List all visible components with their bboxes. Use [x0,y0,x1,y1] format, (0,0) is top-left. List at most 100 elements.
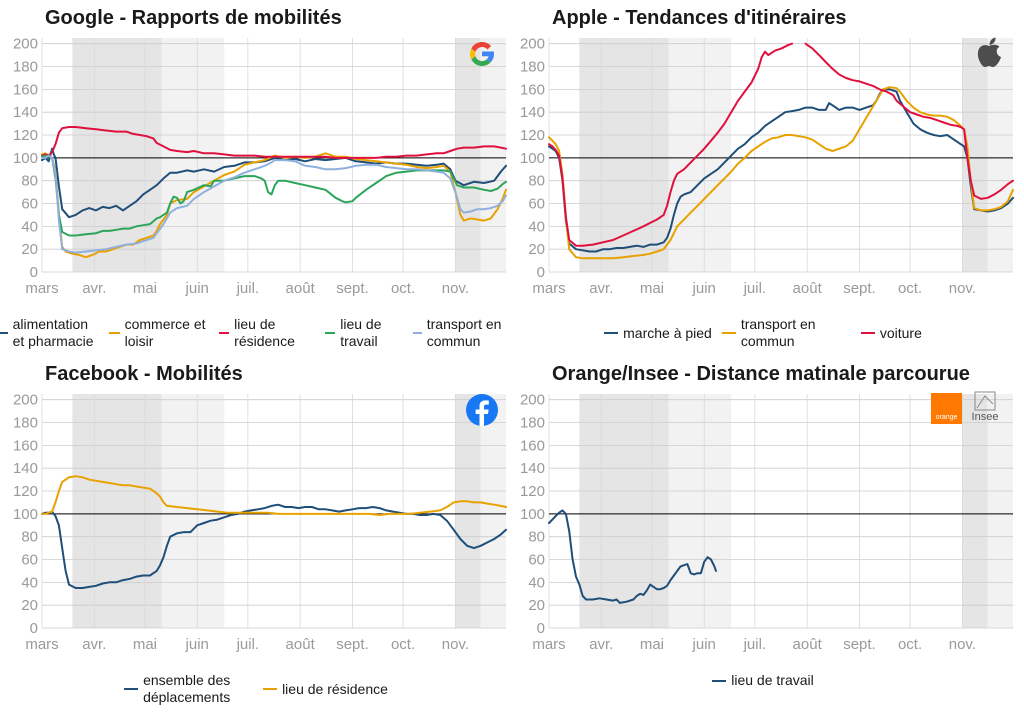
series-line [548,86,1014,260]
orange-insee-panel: 0 20 40 60 80 100 120 140 160 180 200 mars avr. mai ju… [507,356,1019,712]
y-tick-label: 200 [13,36,38,53]
y-tick-label: 140 [520,460,545,477]
legend-item: lieu de travail [712,672,814,689]
x-tick-label: oct. [391,280,415,297]
x-tick-label: oct. [898,280,922,297]
y-tick-label: 100 [13,506,38,523]
orange-logo: orange [931,393,962,424]
y-tick-label: 180 [520,415,545,432]
x-tick-label: avr. [82,636,106,653]
y-tick-label: 0 [537,620,545,637]
insee-logo-icon [974,391,996,411]
y-tick-label: 80 [21,529,38,546]
y-tick-label: 40 [528,574,545,591]
x-tick-label: mai [640,280,664,297]
google-chart-title: Google - Rapports de mobilités [45,7,342,29]
legend-label: alimentation et pharmacie [12,316,94,349]
facebook-logo-icon [466,394,498,426]
x-tick-label: oct. [391,636,415,653]
y-tick-label: 140 [13,460,38,477]
y-tick-label: 140 [520,104,545,121]
legend-key [124,688,139,690]
y-tick-label: 0 [30,264,38,281]
shaded-period [579,394,669,628]
y-tick-label: 0 [30,620,38,637]
legend-key [263,688,278,690]
shaded-period [480,394,506,628]
shaded-period [987,38,1013,272]
facebook-chart-title: Facebook - Mobilités [45,363,243,385]
x-tick-label: juil. [236,280,260,297]
y-tick-label: 100 [520,506,545,523]
legend-item: lieu de travail [324,316,403,350]
x-tick-label: nov. [442,280,469,297]
google-panel: 0 20 40 60 80 100 120 140 160 180 200 mars avr. mai ju… [0,0,512,356]
series-line [548,509,717,604]
x-tick-label: sept. [843,280,876,297]
series-line [548,88,1014,253]
shaded-period [668,394,732,628]
y-tick-label: 60 [528,552,545,569]
y-tick-label: 160 [13,437,38,454]
legend-label: marche à pied [623,324,712,341]
apple-legend: marche à pied transport en commun voiture [507,316,1019,350]
series-line [41,154,507,254]
x-tick-label: août [286,280,316,297]
legend-item: commerce et loisir [109,316,208,350]
facebook-legend: ensemble des déplacements lieu de résiden… [0,672,512,706]
y-tick-label: 180 [13,59,38,76]
x-tick-label: juin [185,636,209,653]
y-tick-label: 20 [21,597,38,614]
legend-item: lieu de résidence [263,681,388,698]
legend-label: lieu de résidence [282,680,388,697]
x-tick-label: juil. [236,636,260,653]
legend-label: lieu de résidence [234,316,295,349]
y-tick-label: 40 [528,218,545,235]
shaded-period [987,394,1013,628]
shaded-period [962,394,988,628]
x-tick-label: avr. [589,280,613,297]
legend-label: transport en commun [740,316,816,349]
legend-key [604,332,619,334]
y-tick-label: 160 [13,81,38,98]
x-tick-label: mai [640,636,664,653]
y-tick-label: 160 [520,437,545,454]
legend-item: ensemble des déplacements [124,672,253,706]
legend-label: transport en commun [426,316,502,349]
y-tick-label: 120 [520,127,545,144]
y-tick-label: 200 [13,392,38,409]
facebook-chart: 0 20 40 60 80 100 120 140 160 180 200 mars avr. mai ju… [13,392,507,653]
apple-panel: 0 20 40 60 80 100 120 140 160 180 200 mars avr. mai ju… [507,0,1019,356]
apple-logo-icon [977,37,1001,67]
legend-item: lieu de résidence [218,316,315,350]
google-logo-icon [470,41,495,67]
legend-key [218,332,230,334]
insee-logo-text: Insee [971,411,999,423]
y-tick-label: 120 [520,483,545,500]
x-tick-label: mars [532,636,565,653]
x-tick-label: août [793,636,823,653]
legend-label: ensemble des déplacements [143,672,231,705]
y-tick-label: 200 [520,392,545,409]
y-tick-label: 40 [21,574,38,591]
series-line [41,152,507,259]
x-tick-label: mars [532,280,565,297]
orange-insee-chart: 0 20 40 60 80 100 120 140 160 180 200 mars avr. mai ju… [520,392,1013,653]
google-legend: alimentation et pharmacie commerce et loi… [0,316,512,350]
shaded-period [455,38,481,272]
orange-insee-chart-title: Orange/Insee - Distance matinale parcour… [552,363,970,385]
shaded-period [72,38,162,272]
y-tick-label: 160 [520,81,545,98]
orange-insee-legend: lieu de travail [507,672,1019,689]
y-tick-label: 80 [21,173,38,190]
x-tick-label: juin [185,280,209,297]
x-tick-label: juin [692,636,716,653]
x-tick-label: mai [133,280,157,297]
apple-chart-title: Apple - Tendances d'itinéraires [552,7,847,29]
y-tick-label: 60 [21,552,38,569]
series-line [41,147,507,219]
shaded-period [579,38,669,272]
legend-key [109,332,120,334]
y-tick-label: 20 [528,241,545,258]
x-tick-label: juil. [743,280,767,297]
